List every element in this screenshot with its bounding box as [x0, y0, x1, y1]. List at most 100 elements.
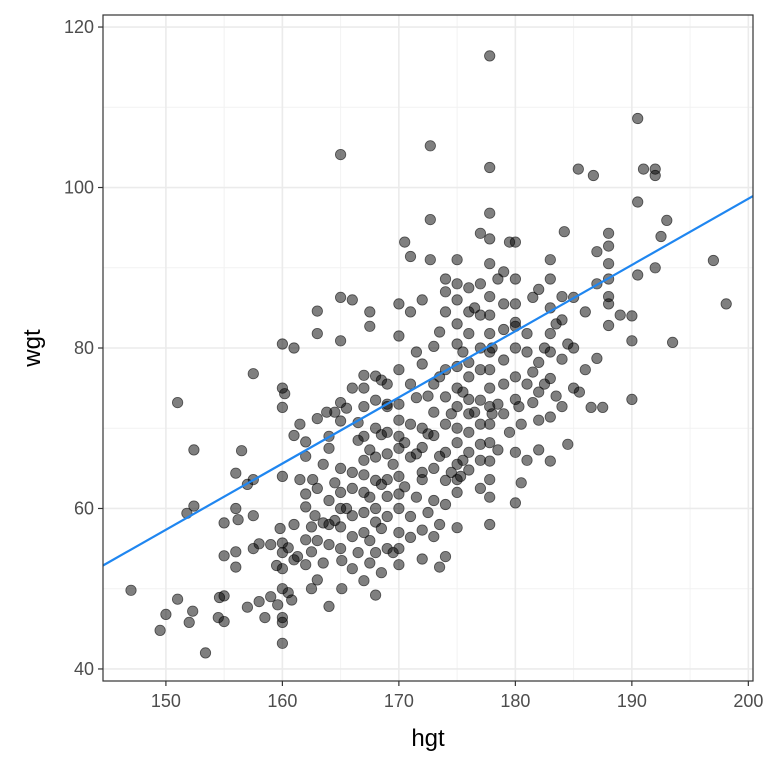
data-point	[556, 400, 568, 413]
data-point	[439, 550, 452, 563]
data-point	[346, 510, 358, 522]
data-point	[439, 273, 452, 285]
data-point	[346, 530, 358, 543]
data-point	[513, 400, 525, 413]
data-point	[457, 386, 469, 398]
y-tick-label: 80	[74, 338, 94, 358]
data-point	[463, 371, 475, 383]
data-point	[591, 246, 603, 258]
data-point	[451, 422, 463, 434]
data-point	[300, 488, 312, 500]
data-point	[457, 346, 469, 358]
data-point	[381, 448, 393, 460]
data-point	[720, 298, 732, 310]
data-point	[451, 338, 463, 350]
data-point	[352, 546, 364, 559]
data-point	[323, 538, 335, 551]
data-point	[484, 258, 496, 270]
data-point	[498, 323, 510, 336]
data-point	[393, 470, 405, 482]
data-point	[484, 437, 496, 449]
data-point	[305, 521, 318, 533]
data-point	[463, 327, 475, 340]
data-point	[515, 418, 527, 430]
data-point	[346, 466, 358, 478]
data-point	[309, 510, 321, 522]
data-point	[172, 396, 184, 409]
data-point	[404, 250, 417, 263]
data-point	[521, 454, 533, 466]
data-point	[666, 336, 679, 348]
data-point	[439, 418, 452, 430]
data-point	[375, 567, 387, 579]
regression-line-group	[102, 195, 754, 567]
data-point	[323, 600, 335, 613]
data-point	[544, 327, 556, 340]
data-point	[451, 294, 463, 306]
data-point	[340, 502, 353, 515]
data-point	[602, 258, 615, 270]
data-point	[451, 254, 463, 266]
data-point	[381, 490, 393, 502]
data-point	[484, 309, 496, 321]
data-point	[294, 473, 306, 486]
data-point	[311, 482, 323, 494]
data-point	[393, 364, 405, 376]
data-point	[288, 518, 300, 531]
data-point	[259, 611, 271, 624]
data-point	[172, 593, 184, 605]
data-point	[300, 436, 312, 448]
data-point	[416, 441, 428, 454]
data-point	[288, 342, 300, 354]
data-point	[474, 438, 486, 450]
data-point	[416, 466, 428, 478]
data-point	[311, 534, 323, 547]
data-point	[527, 291, 539, 303]
data-point	[404, 418, 417, 430]
data-point	[428, 378, 440, 390]
data-point	[416, 358, 428, 370]
y-tick-label: 100	[64, 178, 94, 198]
data-point	[433, 326, 446, 338]
data-point	[340, 402, 353, 414]
data-point	[544, 254, 556, 266]
data-point	[358, 506, 370, 519]
data-point	[484, 327, 496, 340]
data-point	[521, 327, 533, 340]
data-point	[428, 494, 440, 507]
data-point	[484, 50, 496, 62]
x-tick-label: 200	[733, 691, 763, 711]
data-point	[498, 266, 510, 278]
data-point	[498, 298, 510, 310]
data-point	[591, 352, 603, 364]
data-point	[550, 390, 562, 402]
data-point	[276, 563, 288, 575]
data-point	[587, 169, 600, 182]
data-point	[410, 392, 422, 404]
data-point	[567, 342, 580, 354]
data-point	[468, 406, 481, 418]
data-point	[439, 474, 452, 486]
data-points	[125, 50, 732, 659]
data-point	[358, 430, 370, 442]
regression-line	[102, 195, 754, 567]
data-point	[498, 378, 510, 390]
data-point	[393, 542, 405, 555]
data-point	[336, 554, 348, 567]
data-point	[585, 401, 597, 413]
data-point	[509, 446, 522, 458]
data-point	[274, 522, 286, 535]
data-point	[439, 498, 452, 511]
data-point	[346, 482, 358, 494]
data-point	[707, 254, 720, 267]
data-point	[468, 302, 481, 314]
data-point	[305, 546, 318, 558]
data-point	[424, 214, 436, 226]
data-point	[358, 400, 370, 413]
y-axis: 40 60 80 100 120	[64, 17, 103, 679]
data-point	[276, 470, 288, 482]
data-point	[334, 462, 347, 474]
data-point	[416, 524, 428, 536]
data-point	[329, 514, 341, 527]
data-point	[428, 530, 440, 543]
